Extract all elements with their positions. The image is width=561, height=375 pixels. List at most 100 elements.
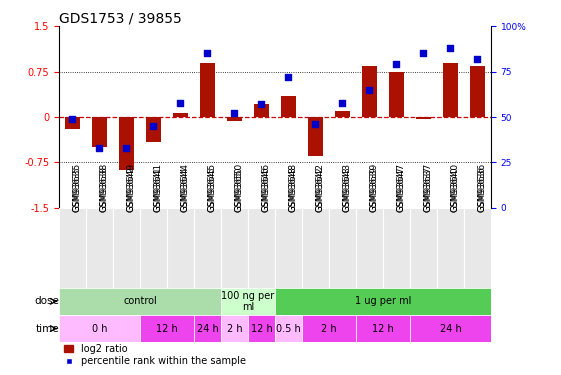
- FancyBboxPatch shape: [140, 315, 194, 342]
- Point: [203, 51, 212, 57]
- Bar: [362, 66, 377, 117]
- FancyBboxPatch shape: [275, 208, 302, 288]
- FancyBboxPatch shape: [194, 208, 221, 288]
- Text: control: control: [123, 296, 157, 306]
- Bar: [470, 66, 485, 117]
- Text: 0.5 h: 0.5 h: [276, 324, 301, 334]
- Text: GSM93647: GSM93647: [397, 166, 406, 212]
- Text: GSM93641: GSM93641: [153, 166, 162, 212]
- FancyBboxPatch shape: [221, 288, 275, 315]
- Text: GSM93645: GSM93645: [208, 166, 217, 212]
- Text: 1 ug per ml: 1 ug per ml: [355, 296, 411, 306]
- Text: GSM93637: GSM93637: [424, 163, 433, 212]
- FancyBboxPatch shape: [302, 315, 356, 342]
- Text: GSM93645: GSM93645: [208, 163, 217, 212]
- Point: [122, 145, 131, 151]
- Text: GSM93642: GSM93642: [315, 166, 324, 212]
- Text: GSM93643: GSM93643: [342, 163, 351, 212]
- Bar: [173, 113, 188, 117]
- Bar: [335, 111, 350, 117]
- FancyBboxPatch shape: [221, 208, 248, 288]
- Bar: [119, 117, 134, 170]
- Text: GSM93638: GSM93638: [99, 166, 108, 212]
- Bar: [389, 72, 404, 117]
- Point: [365, 87, 374, 93]
- Text: GSM93647: GSM93647: [397, 163, 406, 212]
- Point: [446, 45, 455, 51]
- Point: [284, 74, 293, 80]
- FancyBboxPatch shape: [248, 315, 275, 342]
- Text: dose: dose: [34, 296, 59, 306]
- Text: 12 h: 12 h: [251, 324, 272, 334]
- Text: GSM93643: GSM93643: [342, 166, 351, 212]
- Text: GSM93640: GSM93640: [450, 166, 459, 212]
- Text: GSM93637: GSM93637: [424, 166, 433, 212]
- Point: [338, 99, 347, 105]
- Text: GDS1753 / 39855: GDS1753 / 39855: [59, 11, 182, 25]
- Text: GSM93639: GSM93639: [369, 163, 378, 212]
- Point: [230, 110, 239, 116]
- Text: GSM93639: GSM93639: [369, 166, 378, 212]
- FancyBboxPatch shape: [275, 288, 491, 315]
- FancyBboxPatch shape: [302, 208, 329, 288]
- Text: GSM93640: GSM93640: [450, 163, 459, 212]
- Text: time: time: [35, 324, 59, 334]
- Point: [176, 99, 185, 105]
- Bar: [416, 117, 431, 119]
- Text: GSM93650: GSM93650: [234, 166, 243, 212]
- Bar: [146, 117, 161, 142]
- Bar: [281, 96, 296, 117]
- FancyBboxPatch shape: [410, 208, 437, 288]
- FancyBboxPatch shape: [59, 315, 140, 342]
- FancyBboxPatch shape: [86, 208, 113, 288]
- Point: [311, 121, 320, 127]
- Point: [68, 116, 77, 122]
- Bar: [308, 117, 323, 156]
- Text: 24 h: 24 h: [196, 324, 218, 334]
- FancyBboxPatch shape: [59, 288, 221, 315]
- Bar: [254, 104, 269, 117]
- FancyBboxPatch shape: [329, 208, 356, 288]
- FancyBboxPatch shape: [248, 208, 275, 288]
- Bar: [65, 117, 80, 129]
- Text: GSM93646: GSM93646: [261, 163, 270, 212]
- Text: GSM93635: GSM93635: [72, 163, 81, 212]
- Text: GSM93648: GSM93648: [288, 163, 297, 212]
- FancyBboxPatch shape: [464, 208, 491, 288]
- Text: GSM93636: GSM93636: [477, 166, 486, 212]
- FancyBboxPatch shape: [410, 315, 491, 342]
- Text: GSM93650: GSM93650: [234, 163, 243, 212]
- Text: GSM93646: GSM93646: [261, 166, 270, 212]
- FancyBboxPatch shape: [437, 208, 464, 288]
- Legend: log2 ratio, percentile rank within the sample: log2 ratio, percentile rank within the s…: [64, 344, 246, 366]
- Text: 2 h: 2 h: [227, 324, 242, 334]
- Text: GSM93636: GSM93636: [477, 163, 486, 212]
- FancyBboxPatch shape: [383, 208, 410, 288]
- Text: GSM93648: GSM93648: [288, 166, 297, 212]
- Point: [473, 56, 482, 62]
- FancyBboxPatch shape: [356, 208, 383, 288]
- FancyBboxPatch shape: [221, 315, 248, 342]
- Text: GSM93644: GSM93644: [181, 163, 190, 212]
- Point: [392, 62, 401, 68]
- Point: [257, 101, 266, 107]
- Text: GSM93638: GSM93638: [99, 163, 108, 212]
- FancyBboxPatch shape: [113, 208, 140, 288]
- FancyBboxPatch shape: [59, 208, 86, 288]
- Text: GSM93649: GSM93649: [126, 166, 135, 212]
- Text: 12 h: 12 h: [156, 324, 178, 334]
- FancyBboxPatch shape: [275, 315, 302, 342]
- Text: GSM93641: GSM93641: [153, 163, 162, 212]
- Point: [419, 51, 428, 57]
- Text: 12 h: 12 h: [372, 324, 394, 334]
- Text: 100 ng per
ml: 100 ng per ml: [221, 291, 274, 312]
- FancyBboxPatch shape: [194, 315, 221, 342]
- FancyBboxPatch shape: [167, 208, 194, 288]
- FancyBboxPatch shape: [356, 315, 410, 342]
- Point: [95, 145, 104, 151]
- Text: GSM93649: GSM93649: [126, 163, 135, 212]
- Text: 24 h: 24 h: [439, 324, 461, 334]
- Text: 0 h: 0 h: [91, 324, 107, 334]
- Text: GSM93642: GSM93642: [315, 163, 324, 212]
- Bar: [227, 117, 242, 121]
